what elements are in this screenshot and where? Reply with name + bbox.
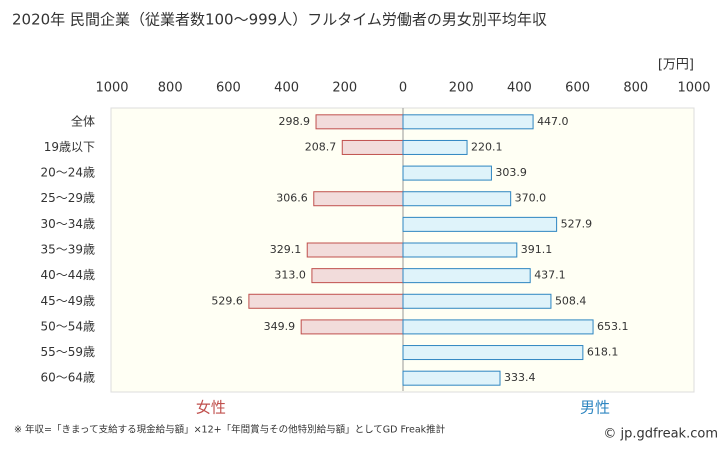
y-tick-label: 55〜59歳 bbox=[40, 345, 95, 359]
y-tick-label: 25〜29歳 bbox=[40, 191, 95, 205]
value-label: 618.1 bbox=[587, 346, 619, 359]
value-label: 349.9 bbox=[264, 320, 296, 333]
value-label: 333.4 bbox=[504, 371, 536, 384]
y-tick-label: 全体 bbox=[71, 113, 95, 128]
bar bbox=[402, 139, 468, 155]
x-tick-label: 1000 bbox=[95, 81, 128, 96]
x-tick-label: 600 bbox=[216, 81, 241, 96]
x-tick-label: 200 bbox=[449, 81, 474, 96]
value-label: 298.9 bbox=[279, 115, 311, 128]
chart-title: 2020年 民間企業（従業者数100〜999人）フルタイム労働者の男女別平均年収 bbox=[12, 11, 547, 29]
source: © jp.gdfreak.com bbox=[603, 427, 718, 442]
bar bbox=[402, 370, 501, 386]
value-label: 447.0 bbox=[537, 115, 569, 128]
value-label: 329.1 bbox=[270, 243, 302, 256]
y-tick-label: 60〜64歳 bbox=[40, 371, 95, 385]
value-label: 306.6 bbox=[276, 192, 308, 205]
value-label: 313.0 bbox=[274, 269, 306, 282]
y-tick-label: 30〜34歳 bbox=[40, 217, 95, 231]
bar bbox=[402, 268, 531, 284]
bar bbox=[402, 165, 492, 181]
y-tick-label: 45〜49歳 bbox=[40, 294, 95, 308]
bar bbox=[315, 114, 404, 130]
bar bbox=[402, 242, 518, 258]
y-tick-label: 20〜24歳 bbox=[40, 166, 95, 180]
x-tick-label: 800 bbox=[158, 81, 183, 96]
footnote: ※ 年収=「きまって支給する現金給与額」×12+「年間賞与その他特別給与額」とし… bbox=[14, 424, 446, 436]
x-tick-label: 0 bbox=[399, 81, 407, 96]
value-label: 391.1 bbox=[521, 243, 553, 256]
legend-label: 女性 bbox=[196, 399, 226, 417]
bar bbox=[313, 191, 404, 207]
bar bbox=[341, 139, 404, 155]
x-tick-label: 400 bbox=[274, 81, 299, 96]
value-label: 220.1 bbox=[471, 140, 503, 153]
x-tick-label: 200 bbox=[332, 81, 357, 96]
value-label: 527.9 bbox=[561, 217, 593, 230]
bar bbox=[306, 242, 404, 258]
value-label: 437.1 bbox=[534, 269, 566, 282]
y-tick-label: 35〜39歳 bbox=[40, 243, 95, 257]
y-tick-label: 40〜44歳 bbox=[40, 268, 95, 282]
x-tick-label: 800 bbox=[623, 81, 648, 96]
value-label: 303.9 bbox=[495, 166, 527, 179]
legend-label: 男性 bbox=[580, 399, 610, 417]
bar bbox=[402, 319, 594, 335]
y-tick-label: 50〜54歳 bbox=[40, 319, 95, 333]
x-tick-label: 600 bbox=[565, 81, 590, 96]
value-label: 529.6 bbox=[211, 294, 243, 307]
bar bbox=[402, 293, 552, 309]
value-label: 208.7 bbox=[305, 140, 337, 153]
x-tick-label: 400 bbox=[507, 81, 532, 96]
bar bbox=[248, 293, 404, 309]
unit-label: [万円] bbox=[658, 58, 694, 73]
bar bbox=[402, 114, 534, 130]
value-label: 653.1 bbox=[597, 320, 629, 333]
value-label: 370.0 bbox=[515, 192, 547, 205]
x-tick-label: 1000 bbox=[677, 81, 710, 96]
y-tick-label: 19歳以下 bbox=[44, 140, 95, 154]
bar bbox=[402, 345, 584, 361]
bar bbox=[311, 268, 404, 284]
value-label: 508.4 bbox=[555, 294, 587, 307]
bar bbox=[300, 319, 404, 335]
bar bbox=[402, 191, 512, 207]
bar bbox=[402, 216, 558, 232]
